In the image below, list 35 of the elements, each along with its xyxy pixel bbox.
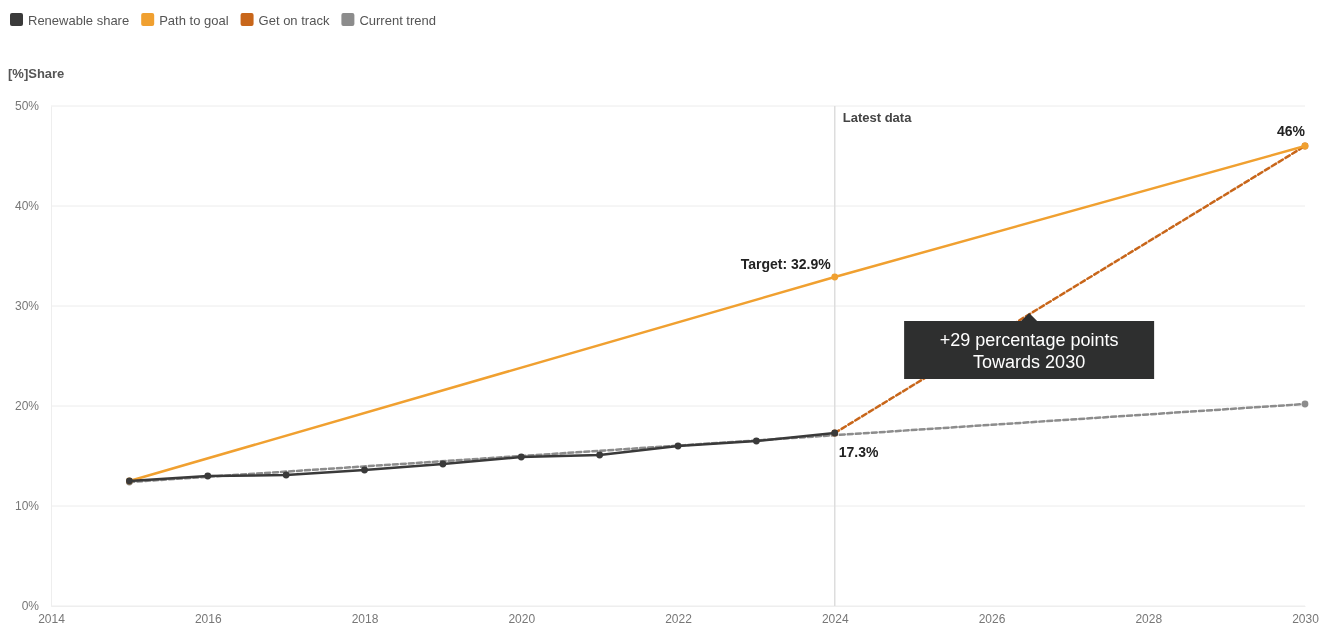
point xyxy=(1301,400,1309,408)
data-label: 46% xyxy=(1276,123,1306,139)
x-tick-label: 2018 xyxy=(351,611,379,626)
point xyxy=(439,460,447,468)
point xyxy=(674,442,682,450)
x-tick-label: 2014 xyxy=(38,611,66,626)
x-tick-label: 2030 xyxy=(1292,611,1320,626)
point xyxy=(361,466,368,474)
point xyxy=(517,453,525,461)
y-tick-label: 0% xyxy=(21,599,40,614)
x-tick-label: 2026 xyxy=(978,611,1006,626)
point xyxy=(282,471,290,479)
point xyxy=(204,472,212,480)
legend-label: Renewable share xyxy=(28,13,130,28)
x-tick-label: 2022 xyxy=(665,611,693,626)
data-label: 17.3% xyxy=(838,444,879,460)
x-tick-label: 2028 xyxy=(1135,611,1163,626)
point xyxy=(596,451,604,459)
point xyxy=(831,273,839,281)
legend-label: Path to goal xyxy=(159,13,229,28)
x-tick-label: 2016 xyxy=(194,611,222,626)
legend-label: Current trend xyxy=(359,13,436,28)
point xyxy=(752,437,760,445)
annotation: +29 percentage points Towards 2030 xyxy=(939,330,1119,372)
y-tick-label: 50% xyxy=(14,99,40,114)
ref-line-label: Latest data xyxy=(842,110,913,125)
y-tick-label: 20% xyxy=(14,399,40,414)
x-tick-label: 2024 xyxy=(821,611,849,626)
y-tick-label: 10% xyxy=(14,499,40,514)
y-tick-label: 40% xyxy=(14,199,40,214)
x-tick-label: 2020 xyxy=(508,611,536,626)
y-axis-title: [%]Share xyxy=(8,66,65,81)
data-label: Target: 32.9% xyxy=(740,256,832,272)
legend-label: Get on track xyxy=(258,13,330,28)
y-tick-label: 30% xyxy=(14,299,40,314)
